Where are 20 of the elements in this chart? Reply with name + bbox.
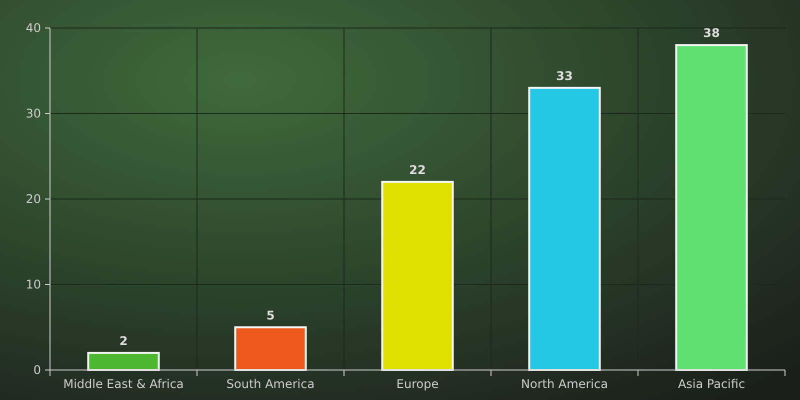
data-label: 33 — [556, 68, 573, 83]
bar — [381, 180, 454, 371]
data-label: 5 — [266, 308, 275, 322]
data-label: 2 — [119, 334, 128, 348]
bar — [234, 326, 307, 371]
data-label: 22 — [409, 162, 426, 177]
x-tick-label: North America — [521, 377, 608, 391]
y-tick-label: 10 — [26, 278, 41, 292]
y-tick-label: 0 — [33, 363, 41, 378]
x-tick-label: Asia Pacific — [678, 377, 746, 391]
data-label: 38 — [703, 26, 720, 40]
bar — [675, 44, 748, 371]
x-tick-label: Europe — [396, 377, 439, 391]
y-tick-label: 30 — [26, 106, 41, 121]
bar — [87, 352, 160, 371]
x-tick-label: Middle East & Africa — [63, 377, 184, 391]
x-tick-label: South America — [226, 377, 315, 391]
y-tick-label: 40 — [26, 21, 41, 36]
bar — [528, 86, 601, 371]
y-tick-label: 20 — [26, 192, 41, 206]
